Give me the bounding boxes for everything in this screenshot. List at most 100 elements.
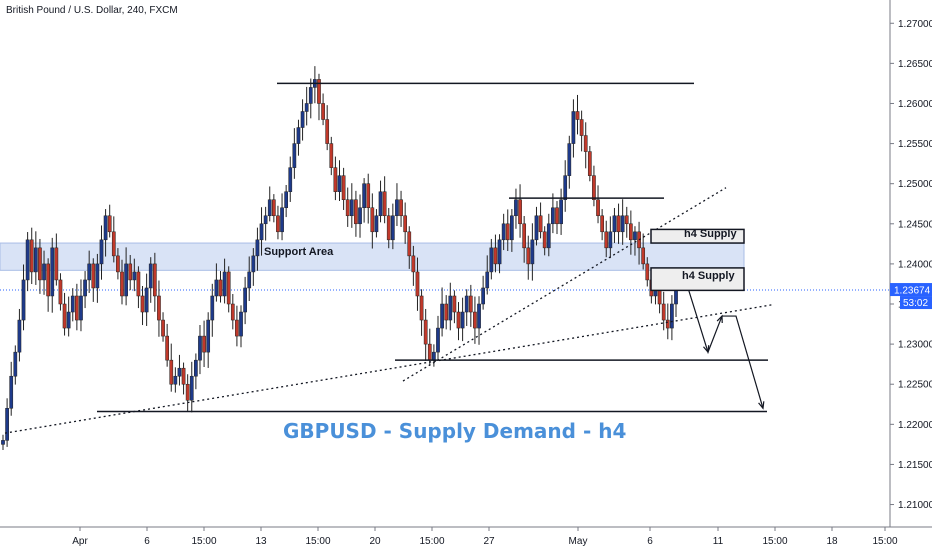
x-tick-label: 15:00 xyxy=(191,536,216,547)
candle xyxy=(583,122,588,169)
candle xyxy=(198,325,202,375)
candle xyxy=(255,227,260,271)
candle xyxy=(136,266,141,309)
candle xyxy=(534,206,539,246)
x-tick-label: 6 xyxy=(144,536,150,547)
candle xyxy=(579,110,584,152)
dotted-trendline xyxy=(4,304,773,434)
candle xyxy=(1,434,5,450)
candle xyxy=(33,231,38,285)
candle xyxy=(140,285,145,326)
time-axis: Apr 6 15:00 13 15:00 20 15:00 27 May 6 11 15:00 18 15… xyxy=(0,526,932,547)
candle xyxy=(169,343,174,392)
candle xyxy=(337,160,342,202)
candle xyxy=(370,193,375,249)
candle xyxy=(411,245,416,286)
y-tick-label: 1.21500 xyxy=(898,460,932,471)
candle xyxy=(296,119,301,156)
x-tick-label: 15:00 xyxy=(762,536,787,547)
candle xyxy=(624,206,629,238)
candle xyxy=(95,253,100,303)
candle xyxy=(354,190,358,237)
candle xyxy=(440,287,444,337)
candle xyxy=(317,73,321,121)
candle xyxy=(5,398,9,447)
candle xyxy=(9,361,14,416)
candle xyxy=(629,210,633,255)
candle xyxy=(218,271,223,303)
candle xyxy=(42,250,46,295)
candle xyxy=(243,276,247,325)
candle xyxy=(505,209,510,252)
candle xyxy=(378,180,383,223)
candles xyxy=(1,66,678,450)
candle xyxy=(407,226,412,269)
price-axis: 1.27000 1.26500 1.26000 1.25500 1.25000 1.245… xyxy=(889,0,932,527)
candle xyxy=(13,345,18,385)
candle xyxy=(374,209,379,238)
candle xyxy=(452,290,457,324)
candle xyxy=(46,258,50,312)
candle xyxy=(366,173,371,224)
candle xyxy=(21,264,26,331)
candle xyxy=(510,209,514,252)
candle xyxy=(423,308,428,361)
candle xyxy=(501,213,506,251)
candle xyxy=(263,206,268,241)
candle xyxy=(555,201,559,235)
candle xyxy=(79,279,83,332)
candle xyxy=(284,185,289,218)
y-tick-label: 1.25000 xyxy=(898,179,932,190)
y-tick-label: 1.22500 xyxy=(898,380,932,391)
candle xyxy=(567,135,572,189)
candle xyxy=(206,312,211,368)
h4-supply-box-lower xyxy=(650,267,745,292)
candle xyxy=(620,199,625,245)
candle xyxy=(670,295,674,341)
candle xyxy=(271,194,276,223)
candle xyxy=(251,248,256,286)
candle xyxy=(362,178,366,223)
candle xyxy=(456,302,461,341)
candle xyxy=(608,216,613,259)
h4-supply-label-upper: h4 Supply xyxy=(684,228,737,240)
candle xyxy=(464,289,469,326)
candle xyxy=(415,257,420,311)
h4-supply-box-upper xyxy=(650,228,745,244)
candle xyxy=(210,283,215,337)
x-tick-label: 6 xyxy=(647,536,653,547)
candle xyxy=(444,295,449,330)
x-tick-label: 13 xyxy=(255,536,267,547)
candle xyxy=(152,252,157,312)
candle xyxy=(460,297,465,342)
candle xyxy=(485,255,490,295)
candle xyxy=(538,202,543,239)
x-tick-label: May xyxy=(569,536,588,547)
candle xyxy=(633,226,637,256)
candle xyxy=(514,188,518,229)
candle xyxy=(419,289,424,336)
chart-header: British Pound / U.S. Dollar, 240, FXCM xyxy=(6,5,178,16)
candle xyxy=(107,204,112,238)
candle xyxy=(247,256,252,301)
candle xyxy=(161,312,165,342)
y-tick-label: 1.26500 xyxy=(898,59,932,70)
candle xyxy=(185,374,190,412)
y-tick-label: 1.27000 xyxy=(898,19,932,30)
candle xyxy=(600,209,604,241)
countdown-badge: 53:02 xyxy=(900,296,932,310)
candle xyxy=(214,263,219,302)
candle xyxy=(157,280,161,337)
candle xyxy=(321,93,325,126)
candle xyxy=(526,235,531,280)
candle xyxy=(468,284,473,327)
candle xyxy=(144,273,149,326)
candle xyxy=(518,184,522,238)
candle xyxy=(604,220,609,258)
y-tick-label: 1.24500 xyxy=(898,219,932,230)
candle xyxy=(29,227,34,285)
candle xyxy=(522,215,527,263)
y-tick-label: 1.25500 xyxy=(898,139,932,150)
candle xyxy=(358,194,362,238)
